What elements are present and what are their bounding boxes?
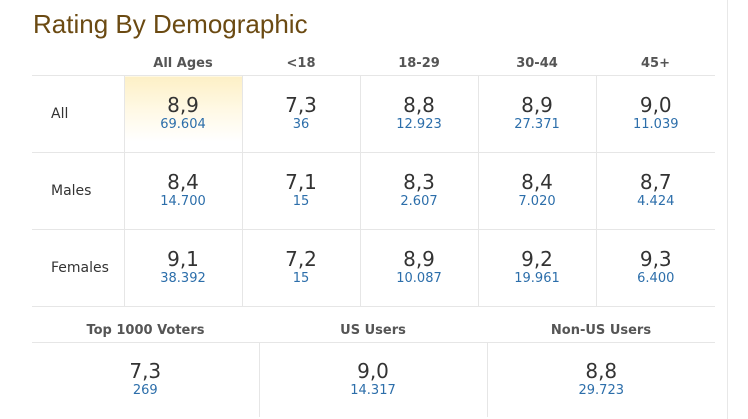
- rating-value: 8,9: [403, 247, 435, 271]
- vote-count-link[interactable]: 14.700: [160, 194, 206, 209]
- rating-value: 9,2: [521, 247, 553, 271]
- row-label-all: All: [32, 75, 124, 153]
- vote-count-link[interactable]: 2.607: [400, 194, 438, 209]
- table-row-females: Females 9,1 38.392 7,2 15 8,9 10.087 9,2…: [32, 229, 715, 307]
- rating-cell: 7,2 15: [241, 229, 360, 307]
- column-header-18-29: 18-29: [360, 52, 478, 76]
- rating-cell: 8,3 2.607: [359, 152, 478, 230]
- vote-count-link[interactable]: 4.424: [637, 194, 675, 209]
- rating-cell: 7,3 36: [241, 75, 360, 153]
- rating-cell: 8,4 14.700: [123, 152, 242, 230]
- vote-count-link[interactable]: 19.961: [514, 271, 560, 286]
- rating-cell: 8,7 4.424: [595, 152, 715, 230]
- demographic-ratings-table: All Ages <18 18-29 30-44 45+ All 8,9 69.…: [32, 52, 715, 307]
- rating-cell: 9,3 6.400: [595, 229, 715, 307]
- rating-cell: 7,3 269: [32, 342, 260, 417]
- vote-count-link[interactable]: 12.923: [396, 117, 442, 132]
- voter-header-row: Top 1000 Voters US Users Non-US Users: [32, 318, 715, 343]
- row-label-males: Males: [32, 152, 124, 230]
- vote-count-link[interactable]: 36: [292, 117, 310, 132]
- vote-count-link[interactable]: 15: [292, 271, 310, 286]
- panel-edge: [727, 0, 728, 419]
- rating-value: 9,3: [639, 247, 672, 271]
- vote-count-link[interactable]: 10.087: [396, 271, 442, 286]
- corner-header: [32, 52, 124, 76]
- rating-cell: 9,0 14.317: [259, 342, 488, 417]
- vote-count-link[interactable]: 15: [292, 194, 310, 209]
- table-row-males: Males 8,4 14.700 7,1 15 8,3 2.607 8,4 7.…: [32, 152, 715, 230]
- vote-count-link[interactable]: 7.020: [518, 194, 556, 209]
- rating-value: 8,9: [167, 93, 199, 117]
- vote-count-link[interactable]: 14.317: [350, 383, 396, 398]
- voter-group-ratings-table: Top 1000 Voters US Users Non-US Users 7,…: [32, 318, 715, 417]
- rating-cell: 8,9 10.087: [359, 229, 478, 307]
- rating-value: 8,4: [521, 170, 553, 194]
- rating-value: 9,1: [167, 247, 199, 271]
- rating-cell: 9,0 11.039: [595, 75, 715, 153]
- rating-value: 7,3: [129, 359, 162, 383]
- rating-cell: 8,9 69.604: [123, 75, 242, 153]
- rating-cell: 8,9 27.371: [477, 75, 596, 153]
- row-label-females: Females: [32, 229, 124, 307]
- column-header-top-1000-voters: Top 1000 Voters: [32, 318, 259, 343]
- vote-count-link[interactable]: 6.400: [637, 271, 675, 286]
- vote-count-link[interactable]: 69.604: [160, 117, 206, 132]
- rating-value: 8,8: [403, 93, 435, 117]
- vote-count-link[interactable]: 269: [132, 383, 158, 398]
- header-row: All Ages <18 18-29 30-44 45+: [32, 52, 715, 76]
- rating-value: 8,8: [585, 359, 618, 383]
- rating-cell: 8,4 7.020: [477, 152, 596, 230]
- voter-row: 7,3 269 9,0 14.317 8,8 29.723: [32, 342, 715, 418]
- rating-value: 8,7: [639, 170, 672, 194]
- rating-cell: 8,8 12.923: [359, 75, 478, 153]
- vote-count-link[interactable]: 29.723: [578, 383, 625, 398]
- rating-cell: 8,8 29.723: [487, 343, 715, 418]
- column-header-under-18: <18: [242, 52, 360, 76]
- rating-value: 8,4: [167, 170, 199, 194]
- section-title: Rating By Demographic: [33, 9, 308, 39]
- table-row-all: All 8,9 69.604 7,3 36 8,8 12.923 8,9 27.…: [32, 75, 715, 153]
- rating-cell: 9,1 38.392: [123, 229, 242, 307]
- column-header-45-plus: 45+: [596, 52, 715, 76]
- rating-value: 9,0: [357, 359, 389, 383]
- rating-value: 7,1: [285, 170, 317, 194]
- rating-value: 8,9: [521, 93, 553, 117]
- rating-cell: 9,2 19.961: [477, 229, 596, 307]
- column-header-30-44: 30-44: [478, 52, 596, 76]
- vote-count-link[interactable]: 11.039: [633, 117, 679, 132]
- vote-count-link[interactable]: 27.371: [514, 117, 560, 132]
- rating-value: 8,3: [403, 170, 435, 194]
- rating-value: 9,0: [639, 93, 672, 117]
- rating-value: 7,3: [285, 93, 317, 117]
- column-header-us-users: US Users: [259, 318, 487, 343]
- rating-value: 7,2: [285, 247, 317, 271]
- vote-count-link[interactable]: 38.392: [160, 271, 206, 286]
- column-header-all-ages: All Ages: [124, 52, 242, 76]
- column-header-non-us-users: Non-US Users: [487, 318, 715, 343]
- rating-cell: 7,1 15: [241, 152, 360, 230]
